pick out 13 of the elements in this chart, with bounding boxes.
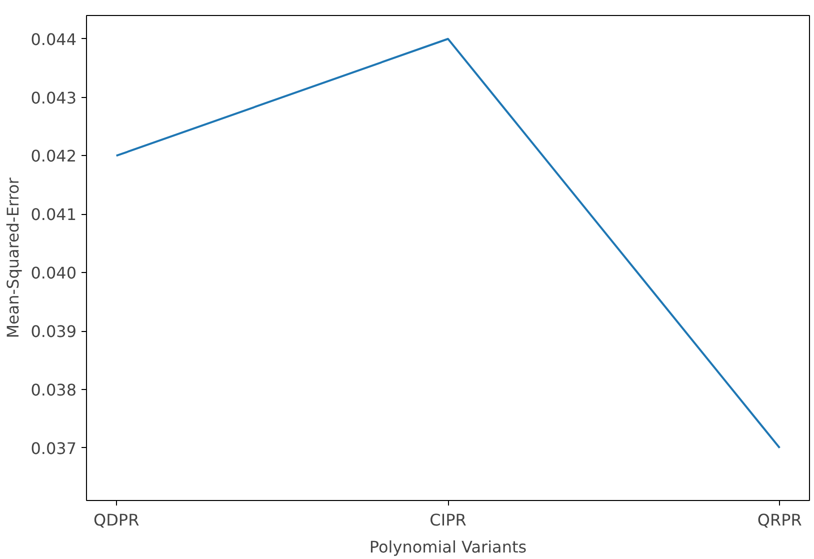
x-tick-label: QRPR — [757, 510, 802, 530]
y-tick-label: 0.041 — [30, 205, 77, 224]
x-tick-label: QDPR — [94, 510, 140, 530]
x-tick-label: CIPR — [430, 510, 466, 530]
y-axis-title: Mean-Squared-Error — [4, 177, 23, 338]
y-tick-label: 0.039 — [30, 322, 77, 342]
y-tick-label: 0.044 — [30, 30, 77, 49]
y-tick-label: 0.037 — [30, 438, 77, 458]
y-tick-label: 0.040 — [30, 264, 77, 283]
y-tick-label: 0.038 — [30, 380, 77, 400]
y-tick-label: 0.042 — [30, 146, 77, 166]
y-tick-label: 0.043 — [30, 88, 77, 108]
x-axis-title: Polynomial Variants — [369, 538, 527, 556]
